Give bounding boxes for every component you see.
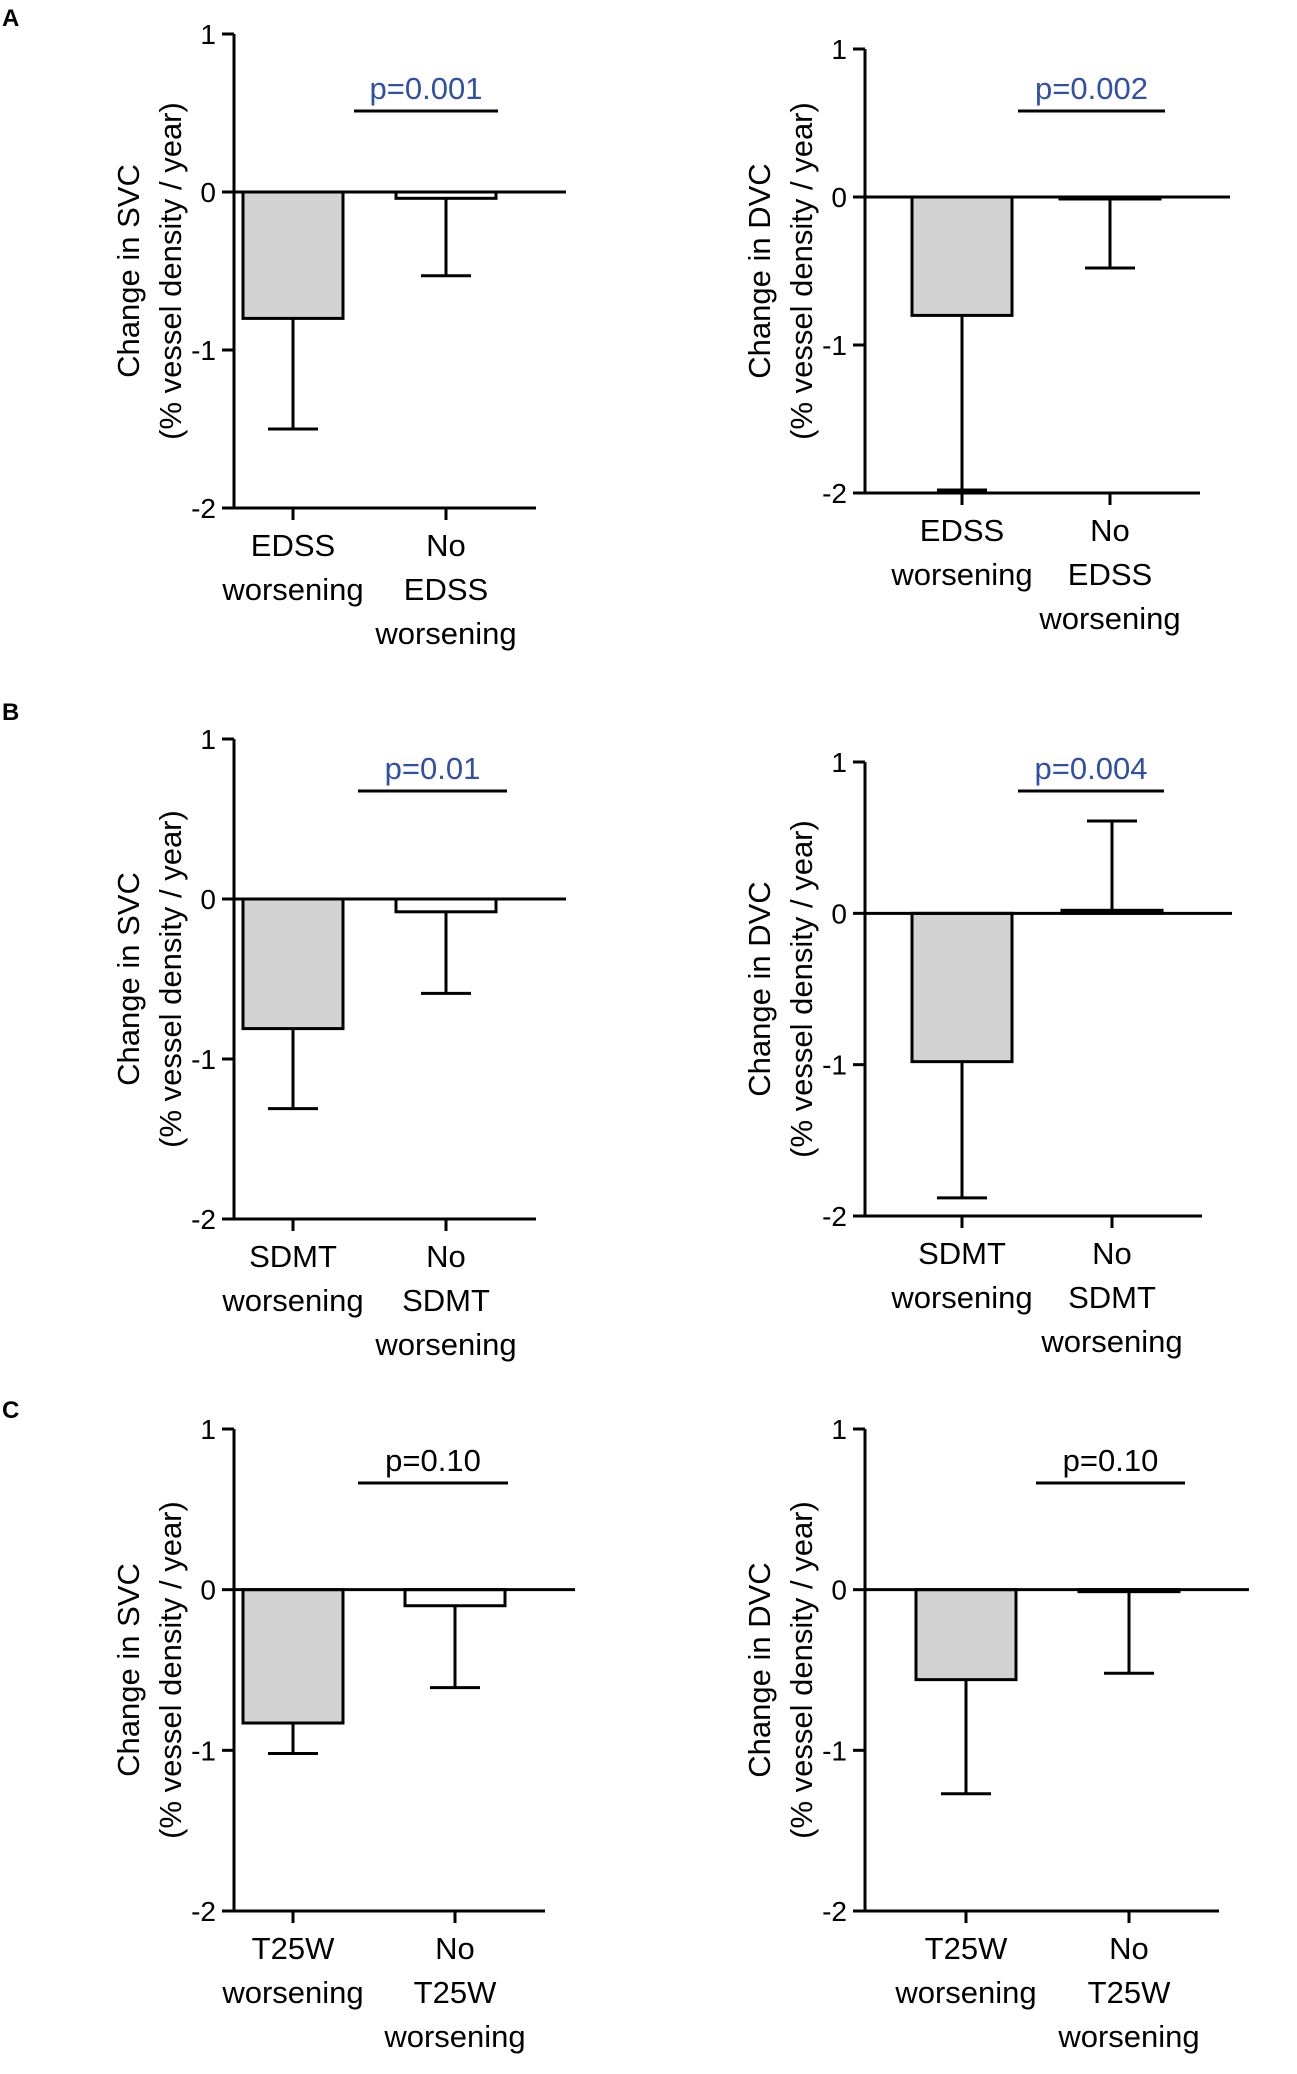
- bar-worsening: [241, 897, 345, 1031]
- y-axis-label: Change in SVC: [111, 1563, 146, 1777]
- y-tick-label: 1: [200, 1414, 216, 1445]
- y-tick-label: 0: [831, 898, 847, 929]
- bar-no-worsening: [394, 897, 498, 914]
- category-label: No: [1090, 513, 1130, 548]
- y-axis-label: Change in SVC: [111, 872, 146, 1086]
- bar-worsening: [914, 1588, 1018, 1682]
- panel-label-c: C: [2, 1397, 19, 1424]
- y-tick-label: 0: [831, 182, 847, 213]
- category-label: worsening: [383, 2019, 525, 2054]
- y-axis-label: Change in DVC: [742, 881, 777, 1096]
- category-label: worsening: [221, 1283, 363, 1318]
- y-tick-label: -2: [191, 493, 216, 524]
- category-label: EDSS: [920, 513, 1004, 548]
- y-tick-label: 1: [200, 724, 216, 755]
- y-tick-label: -1: [822, 1050, 847, 1081]
- category-label: SDMT: [249, 1239, 337, 1274]
- chart-a-left: 1 0 -1 -2 Change in SVC (% vessel density / y…: [111, 19, 566, 651]
- y-axis-label: (% vessel density / year): [153, 810, 188, 1148]
- y-tick-label: -2: [822, 478, 847, 509]
- category-label: worsening: [1040, 1324, 1182, 1359]
- y-axis-label: Change in DVC: [742, 163, 777, 378]
- y-axis-label: (% vessel density / year): [784, 820, 819, 1158]
- y-axis-label: (% vessel density / year): [153, 1501, 188, 1839]
- y-tick-label: -1: [191, 1044, 216, 1075]
- category-label: T25W: [252, 1931, 335, 1966]
- bar-worsening: [241, 1588, 345, 1725]
- y-tick-label: 0: [200, 177, 216, 208]
- category-label: EDSS: [251, 528, 335, 563]
- bar-worsening: [910, 195, 1014, 317]
- category-label: SDMT: [918, 1236, 1006, 1271]
- y-tick-label: 1: [831, 747, 847, 778]
- category-label: worsening: [890, 557, 1032, 592]
- y-axis-label: (% vessel density / year): [153, 102, 188, 440]
- category-label: worsening: [374, 1327, 516, 1362]
- y-axis-label: (% vessel density / year): [784, 1501, 819, 1839]
- y-tick-label: 0: [200, 884, 216, 915]
- category-label: SDMT: [402, 1283, 490, 1318]
- p-value-label: p=0.01: [385, 751, 481, 786]
- chart-b-left: 1 0 -1 -2 Change in SVC (% vessel density / y…: [111, 724, 566, 1362]
- y-tick-label: 1: [831, 1414, 847, 1445]
- category-label: worsening: [1057, 2019, 1199, 2054]
- y-axis-label: Change in SVC: [111, 164, 146, 378]
- y-tick-label: -1: [191, 1735, 216, 1766]
- category-label: EDSS: [1068, 557, 1152, 592]
- category-label: No: [1109, 1931, 1149, 1966]
- p-value-label: p=0.10: [1063, 1443, 1159, 1478]
- p-value-label: p=0.004: [1035, 751, 1148, 786]
- y-tick-label: 1: [200, 19, 216, 50]
- y-axis-label: Change in DVC: [742, 1562, 777, 1777]
- chart-a-right: 1 0 -1 -2 Change in DVC (% vessel density / y…: [742, 34, 1230, 636]
- y-tick-label: -2: [822, 1201, 847, 1232]
- y-tick-label: -2: [191, 1896, 216, 1927]
- y-axis-label: (% vessel density / year): [784, 102, 819, 440]
- p-value-label: p=0.001: [370, 71, 483, 106]
- category-label: EDSS: [404, 572, 488, 607]
- bar-worsening: [910, 911, 1014, 1064]
- category-label: SDMT: [1068, 1280, 1156, 1315]
- y-tick-label: 0: [831, 1575, 847, 1606]
- category-label: worsening: [890, 1280, 1032, 1315]
- chart-c-left: 1 0 -1 -2 Change in SVC (% vessel density / y…: [111, 1414, 575, 2054]
- p-value-label: p=0.002: [1035, 71, 1148, 106]
- panel-label-b: B: [2, 699, 19, 726]
- p-value-label: p=0.10: [385, 1443, 481, 1478]
- category-label: worsening: [374, 616, 516, 651]
- y-tick-label: -2: [191, 1204, 216, 1235]
- chart-c-right: 1 0 -1 -2 Change in DVC (% vessel density / y…: [742, 1414, 1249, 2054]
- category-label: T25W: [414, 1975, 497, 2010]
- y-tick-label: 1: [831, 34, 847, 65]
- category-label: No: [435, 1931, 475, 1966]
- panel-label-a: A: [2, 5, 19, 32]
- category-label: T25W: [925, 1931, 1008, 1966]
- category-label: T25W: [1088, 1975, 1171, 2010]
- y-tick-label: -1: [822, 1735, 847, 1766]
- category-label: worsening: [221, 1975, 363, 2010]
- chart-b-right: 1 0 -1 -2 Change in DVC (% vessel density / y…: [742, 747, 1232, 1359]
- y-tick-label: -1: [191, 335, 216, 366]
- bar-worsening: [241, 190, 345, 320]
- category-label: worsening: [221, 572, 363, 607]
- category-label: worsening: [1038, 601, 1180, 636]
- bar-no-worsening: [403, 1588, 507, 1608]
- y-tick-label: 0: [200, 1575, 216, 1606]
- category-label: worsening: [894, 1975, 1036, 2010]
- y-tick-label: -1: [822, 330, 847, 361]
- category-label: No: [1092, 1236, 1132, 1271]
- y-tick-label: -2: [822, 1896, 847, 1927]
- category-label: No: [426, 528, 466, 563]
- category-label: No: [426, 1239, 466, 1274]
